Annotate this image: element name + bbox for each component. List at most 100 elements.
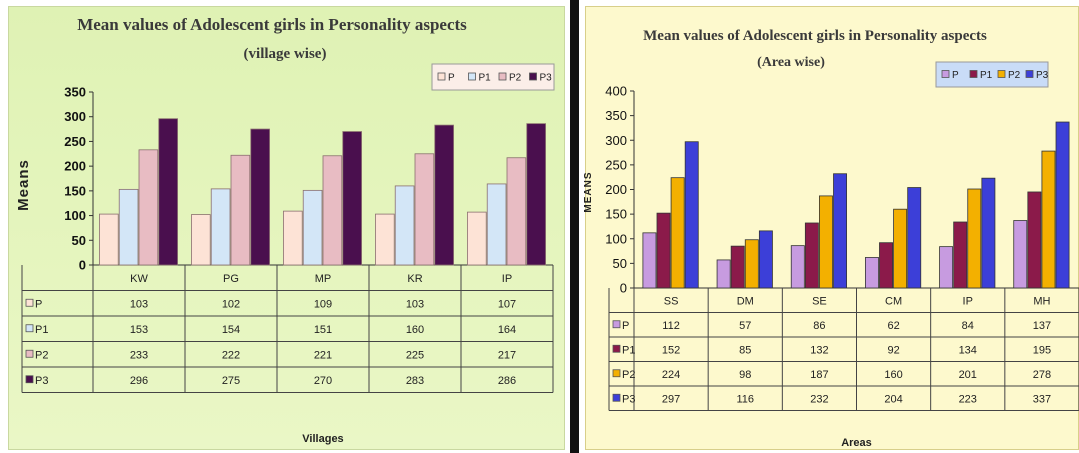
bar-p1-se xyxy=(804,222,819,289)
table-swatch-p2 xyxy=(612,369,621,378)
bar-p2-kw xyxy=(138,149,159,266)
y-tick-label: 50 xyxy=(613,256,627,271)
x-tick-label: KR xyxy=(407,273,422,285)
legend-label-p1: P1 xyxy=(479,73,492,84)
data-label: 296 xyxy=(130,375,148,387)
y-tick-label: 350 xyxy=(64,85,86,100)
bar-p1-dm xyxy=(730,245,745,289)
legend-label-p2: P2 xyxy=(1008,70,1021,81)
bar-p-dm xyxy=(716,259,731,289)
data-label: 103 xyxy=(130,298,148,310)
y-tick-label: 300 xyxy=(64,109,86,124)
data-label: 85 xyxy=(739,344,751,356)
data-label: 221 xyxy=(314,349,332,361)
data-label: 137 xyxy=(1033,320,1051,332)
y-tick-label: 150 xyxy=(605,207,627,222)
legend-swatch-p3 xyxy=(1025,70,1034,78)
bar-p1-ip xyxy=(953,221,968,289)
table-swatch-p1 xyxy=(25,324,34,333)
data-label: 275 xyxy=(222,375,240,387)
data-label: 86 xyxy=(813,320,825,332)
data-label: 224 xyxy=(662,369,680,381)
legend-label-p2: P2 xyxy=(509,73,522,84)
data-label: 112 xyxy=(662,320,680,332)
data-label: 92 xyxy=(887,344,899,356)
bar-p3-se xyxy=(833,173,847,289)
data-label: 225 xyxy=(406,349,424,361)
bar-p-ip xyxy=(939,246,954,289)
table-row-label-p: P xyxy=(35,298,42,310)
x-tick-label: IP xyxy=(963,295,973,307)
legend-label-p3: P3 xyxy=(1036,70,1049,81)
bar-p1-kr xyxy=(394,185,415,266)
data-label: 283 xyxy=(406,375,424,387)
data-label: 297 xyxy=(662,393,680,405)
data-label: 286 xyxy=(498,375,516,387)
bar-p2-cm xyxy=(893,208,908,289)
x-tick-label: IP xyxy=(502,273,512,285)
data-label: 109 xyxy=(314,298,332,310)
x-tick-label: MP xyxy=(315,273,332,285)
data-label: 270 xyxy=(314,375,332,387)
bar-p3-ip xyxy=(526,123,546,266)
table-row-label-p2: P2 xyxy=(35,349,48,361)
table-row-label-p1: P1 xyxy=(35,324,48,336)
table-row-label-p3: P3 xyxy=(622,393,635,405)
legend-swatch-p xyxy=(941,70,950,78)
data-label: 164 xyxy=(498,324,516,336)
chart-title: Mean values of Adolescent girls in Perso… xyxy=(77,15,467,34)
data-label: 153 xyxy=(130,324,148,336)
x-tick-label: PG xyxy=(223,273,239,285)
data-label: 187 xyxy=(810,369,828,381)
bar-p1-kw xyxy=(118,188,139,266)
data-label: 201 xyxy=(959,369,977,381)
y-tick-label: 400 xyxy=(605,84,627,99)
data-label: 204 xyxy=(884,393,902,405)
village-chart-panel: Mean values of Adolescent girls in Perso… xyxy=(8,6,565,450)
x-axis-label: Villages xyxy=(302,433,343,445)
bar-p2-mh xyxy=(1041,150,1056,289)
bar-p3-pg xyxy=(250,128,270,266)
bar-p-cm xyxy=(864,257,879,289)
table-swatch-p3 xyxy=(25,375,34,384)
y-tick-label: 250 xyxy=(605,157,627,172)
y-tick-label: 50 xyxy=(72,233,86,248)
bar-p2-mp xyxy=(322,155,343,266)
bar-p2-ip xyxy=(967,188,982,289)
y-tick-label: 0 xyxy=(620,281,627,296)
table-row-label-p3: P3 xyxy=(35,375,48,387)
data-label: 337 xyxy=(1033,393,1051,405)
area-chart-panel: Mean values of Adolescent girls in Perso… xyxy=(579,0,1079,453)
legend-label-p: P xyxy=(952,70,959,81)
table-swatch-p2 xyxy=(25,349,34,358)
legend-swatch-p2 xyxy=(997,70,1006,78)
legend: P P1 P2 P3 xyxy=(431,63,555,91)
y-tick-label: 0 xyxy=(79,258,86,273)
data-table: SS DM SE CM IP MH P 112 57 86 62 84 137 P1 152 85 132 92 1… xyxy=(608,288,1079,411)
y-tick-label: 200 xyxy=(605,182,627,197)
bar-p-kw xyxy=(99,213,119,266)
legend: P P1 P2 P3 xyxy=(935,61,1049,88)
x-tick-label: DM xyxy=(737,295,754,307)
data-label: 151 xyxy=(314,324,332,336)
data-label: 232 xyxy=(810,393,828,405)
bar-p3-dm xyxy=(758,230,773,289)
chart-subtitle: (village wise) xyxy=(244,46,327,62)
bar-p-mp xyxy=(283,210,303,266)
y-tick-label: 100 xyxy=(64,208,86,223)
table-row-label-p1: P1 xyxy=(622,344,635,356)
bar-p2-ss xyxy=(670,177,685,289)
bar-p3-mh xyxy=(1055,121,1070,289)
legend-swatch-p2 xyxy=(498,72,507,81)
data-label: 103 xyxy=(406,298,424,310)
y-tick-label: 350 xyxy=(605,108,627,123)
data-label: 84 xyxy=(962,320,974,332)
chart-title: Mean values of Adolescent girls in Perso… xyxy=(643,28,987,44)
data-label: 116 xyxy=(736,393,754,405)
legend-swatch-p1 xyxy=(468,72,476,81)
bar-p1-ip xyxy=(486,183,507,266)
data-label: 134 xyxy=(959,344,977,356)
legend-swatch-p3 xyxy=(529,72,537,81)
legend-label-p3: P3 xyxy=(540,73,553,84)
bar-p2-dm xyxy=(744,239,759,289)
